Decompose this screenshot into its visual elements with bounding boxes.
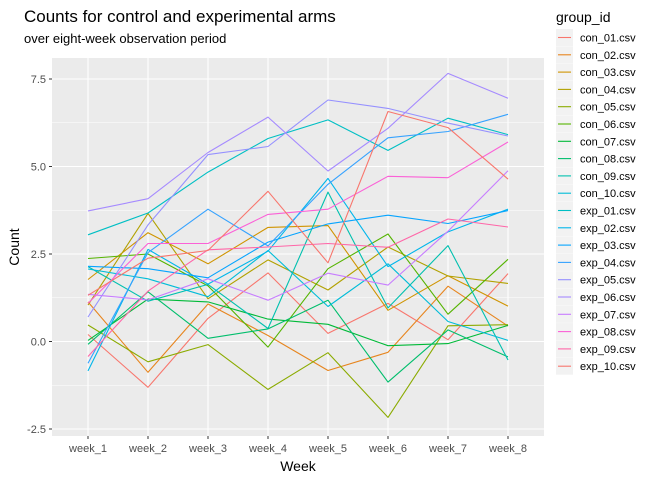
x-tick-label: week_6 bbox=[368, 443, 407, 455]
legend-item: exp_02.csv bbox=[556, 219, 636, 237]
legend-label: con_10.csv bbox=[580, 188, 636, 200]
series-line-exp_06 bbox=[87, 72, 509, 212]
legend-item: con_01.csv bbox=[556, 29, 636, 46]
y-tick-label: 5.0 bbox=[31, 162, 46, 174]
legend-label: con_01.csv bbox=[580, 33, 636, 45]
legend-label: exp_06.csv bbox=[580, 292, 636, 304]
legend-item: con_04.csv bbox=[556, 80, 636, 98]
legend-item: exp_10.csv bbox=[556, 357, 636, 375]
legend-label: exp_09.csv bbox=[580, 344, 636, 356]
legend-item: exp_03.csv bbox=[556, 236, 636, 254]
series-line-con_02 bbox=[87, 285, 509, 373]
y-axis: -2.5 0.0 2.5 5.0 7.5 bbox=[27, 74, 52, 436]
x-tick-label: week_5 bbox=[308, 443, 347, 455]
legend: con_01.csv con_02.csv con_03.csv con_04.csv… bbox=[556, 29, 636, 375]
series-line-exp_08 bbox=[87, 141, 509, 304]
legend-label: con_06.csv bbox=[580, 119, 636, 131]
legend-item: exp_09.csv bbox=[556, 340, 636, 358]
legend-label: con_02.csv bbox=[580, 50, 636, 62]
y-tick-label: 7.5 bbox=[31, 74, 46, 86]
legend-label: exp_10.csv bbox=[580, 361, 636, 373]
y-tick-label: 0.0 bbox=[31, 337, 46, 349]
legend-item: exp_08.csv bbox=[556, 323, 636, 341]
legend-item: exp_01.csv bbox=[556, 202, 636, 219]
legend-label: exp_07.csv bbox=[580, 309, 636, 321]
chart-title: Counts for control and experimental arms bbox=[24, 7, 336, 26]
legend-item: con_06.csv bbox=[556, 115, 636, 133]
series-line-exp_05 bbox=[87, 99, 509, 318]
x-tick-label: week_4 bbox=[248, 443, 287, 455]
x-axis-title: Week bbox=[280, 458, 317, 474]
series-line-con_05 bbox=[87, 324, 509, 418]
series-line-exp_07 bbox=[87, 170, 509, 301]
x-tick-label: week_1 bbox=[68, 443, 107, 455]
legend-item: con_05.csv bbox=[556, 98, 636, 116]
legend-label: exp_03.csv bbox=[580, 240, 636, 252]
legend-label: con_08.csv bbox=[580, 154, 636, 166]
legend-item: con_03.csv bbox=[556, 63, 636, 81]
series-line-con_08 bbox=[87, 291, 509, 383]
legend-item: exp_07.csv bbox=[556, 305, 636, 323]
series-line-exp_01 bbox=[87, 117, 509, 236]
legend-label: exp_04.csv bbox=[580, 257, 636, 269]
x-tick-label: week_2 bbox=[128, 443, 167, 455]
chart-subtitle: over eight-week observation period bbox=[24, 31, 226, 46]
legend-label: exp_05.csv bbox=[580, 275, 636, 287]
legend-label: exp_08.csv bbox=[580, 327, 636, 339]
series-line-exp_04 bbox=[87, 113, 509, 364]
x-axis: week_1 week_2 week_3 week_4 week_5 week_6 week… bbox=[68, 436, 527, 455]
legend-item: con_10.csv bbox=[556, 184, 636, 202]
legend-label: con_07.csv bbox=[580, 136, 636, 148]
series-line-con_01 bbox=[87, 272, 509, 388]
series-line-con_10 bbox=[87, 249, 509, 341]
y-axis-title: Count bbox=[6, 228, 22, 265]
y-tick-label: -2.5 bbox=[27, 424, 46, 436]
legend-item: exp_04.csv bbox=[556, 253, 636, 271]
legend-item: con_02.csv bbox=[556, 46, 636, 64]
legend-item: con_08.csv bbox=[556, 150, 636, 168]
legend-item: exp_05.csv bbox=[556, 271, 636, 289]
x-tick-label: week_7 bbox=[428, 443, 467, 455]
legend-item: con_07.csv bbox=[556, 132, 636, 150]
series-line-con_06 bbox=[87, 233, 509, 348]
legend-label: con_09.csv bbox=[580, 171, 636, 183]
x-tick-label: week_8 bbox=[488, 443, 527, 455]
y-tick-label: 2.5 bbox=[31, 249, 46, 261]
legend-label: exp_02.csv bbox=[580, 223, 636, 235]
legend-label: exp_01.csv bbox=[580, 206, 636, 218]
series-line-con_04 bbox=[87, 212, 509, 306]
legend-item: con_09.csv bbox=[556, 167, 636, 185]
legend-item: exp_06.csv bbox=[556, 288, 636, 306]
legend-label: con_04.csv bbox=[580, 84, 636, 96]
series-lines bbox=[87, 72, 509, 418]
series-line-exp_10 bbox=[87, 110, 509, 296]
series-line-con_09 bbox=[87, 191, 509, 361]
legend-label: con_05.csv bbox=[580, 102, 636, 114]
x-tick-label: week_3 bbox=[188, 443, 227, 455]
legend-label: con_03.csv bbox=[580, 67, 636, 79]
series-line-exp_09 bbox=[87, 218, 509, 357]
legend-title: group_id bbox=[556, 9, 611, 25]
series-line-exp_03 bbox=[87, 210, 509, 279]
